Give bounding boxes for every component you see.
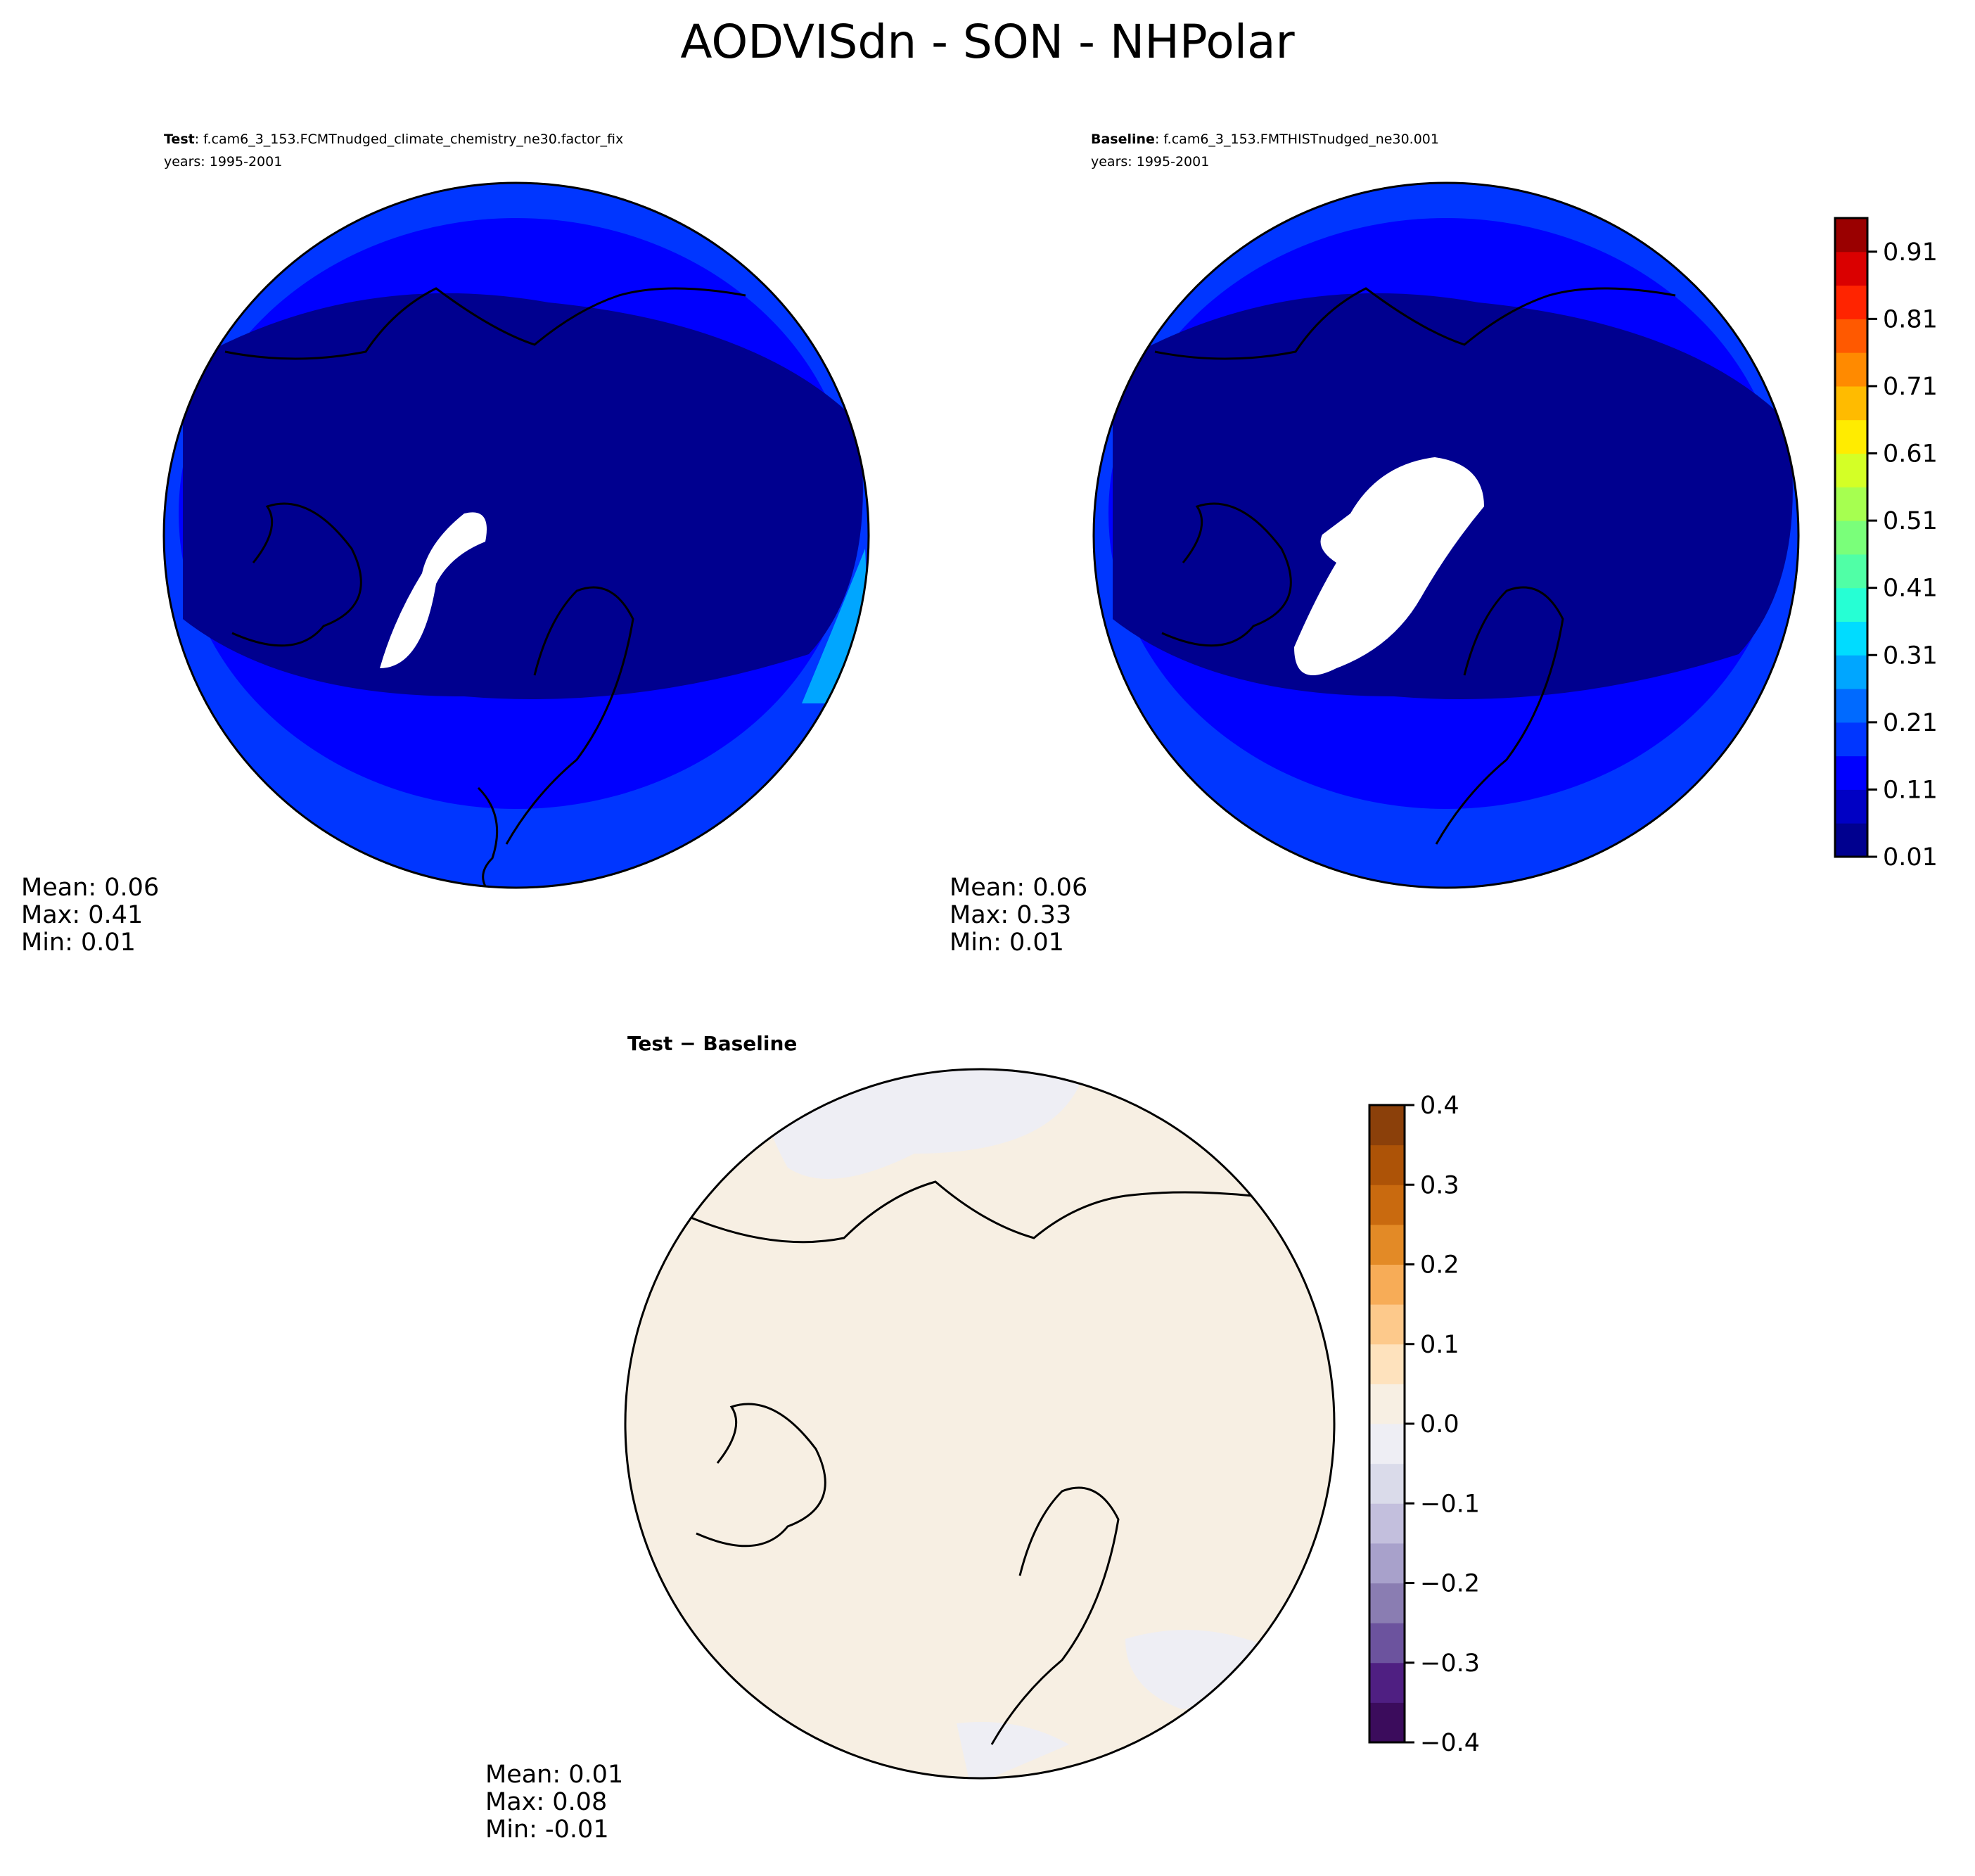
coastlines [1154,287,1676,845]
colorbar-bin [1835,554,1867,589]
colorbar-tick-label: −0.4 [1420,1729,1480,1757]
colorbar-bin [1369,1702,1405,1743]
baseline-label-bold: Baseline [1091,132,1155,147]
colorbar-bin [1835,689,1867,723]
map-field-low [183,293,863,699]
colorbar-tick-label: −0.1 [1420,1490,1480,1518]
test-label: Test: f.cam6_3_153.FCMTnudged_climate_ch… [164,132,623,147]
colorbar-tick-label: 0.31 [1883,642,1938,670]
map-boundary [1092,181,1800,889]
difference-panel: Test − Baseline Mean: 0.01 Max: 0.08 Min… [485,1032,1336,1844]
colorbar-tick-label: −0.3 [1420,1650,1480,1678]
colorbar-tick-label: 0.71 [1883,373,1938,401]
colorbar-bin [1835,453,1867,487]
colorbar-tick-label: 0.11 [1883,776,1938,804]
colorbar-tick-label: 0.1 [1420,1331,1459,1359]
baseline-panel: Baseline: f.cam6_3_153.FMTHISTnudged_ne3… [950,132,1800,957]
map-field-negative [957,1630,1266,1778]
test-panel: Test: f.cam6_3_153.FCMTnudged_climate_ch… [21,132,870,957]
colorbar-tick-label: −0.2 [1420,1570,1480,1598]
colorbar-tick-label: 0.2 [1420,1251,1459,1280]
colorbar-bin [1369,1583,1405,1623]
colorbar-tick-label: 0.81 [1883,305,1938,333]
colorbar-bin [1369,1384,1405,1424]
figure-title: AODVISdn - SON - NHPolar [680,15,1295,69]
difference-min: Min: -0.01 [485,1816,609,1844]
test-years: years: 1995-2001 [164,154,282,170]
colorbar-tick-label: 0.01 [1883,843,1938,872]
test-max: Max: 0.41 [21,901,143,929]
coastlines [689,1180,1253,1745]
colorbar-tick-label: 0.41 [1883,575,1938,603]
colorbar-bin [1835,352,1867,387]
baseline-label-case: : f.cam6_3_153.FMTHISTnudged_ne30.001 [1155,132,1439,147]
test-mean: Mean: 0.06 [21,874,159,902]
colorbar-bin [1835,521,1867,555]
colorbar-difference: −0.4 −0.3 −0.2 −0.1 0.0 0.1 0.2 0.3 0.4 [1368,1092,1480,1757]
colorbar-bin [1835,587,1867,622]
colorbar-bin [1835,655,1867,689]
difference-mean: Mean: 0.01 [485,1761,623,1789]
test-min: Min: 0.01 [21,929,136,957]
baseline-label: Baseline: f.cam6_3_153.FMTHISTnudged_ne3… [1091,132,1439,147]
difference-title: Test − Baseline [627,1032,797,1055]
colorbar-tick-label: 0.51 [1883,507,1938,535]
colorbar-tick-label: 0.4 [1420,1092,1459,1120]
colorbar-bin [1369,1185,1405,1225]
colorbar-bin [1835,419,1867,454]
colorbar-bin [1835,755,1867,790]
colorbar-bin [1369,1543,1405,1583]
test-label-case: : f.cam6_3_153.FCMTnudged_climate_chemis… [195,132,624,147]
baseline-min: Min: 0.01 [950,929,1064,957]
test-label-bold: Test [164,132,195,147]
colorbar-bin [1369,1424,1405,1465]
colorbar-bin [1369,1264,1405,1305]
colorbar-bin [1369,1503,1405,1544]
colorbar-frame [1834,217,1869,858]
test-map [164,183,869,888]
coastlines [224,287,746,887]
colorbar-tick-label: 0.0 [1420,1410,1459,1438]
colorbar-bin [1835,621,1867,656]
map-field-base [625,1069,1334,1778]
baseline-mean: Mean: 0.06 [950,874,1087,902]
colorbar-tick-label: 0.91 [1883,238,1938,267]
map-boundary [162,181,870,889]
colorbar-bin [1835,789,1867,824]
colorbar-tick-label: 0.3 [1420,1171,1459,1199]
colorbar-bin [1369,1662,1405,1703]
colorbar-bin [1835,823,1867,857]
colorbar-bin [1835,285,1867,319]
colorbar-bin [1369,1623,1405,1664]
difference-map [625,1069,1334,1778]
colorbar-bin [1369,1304,1405,1345]
baseline-years: years: 1995-2001 [1091,154,1209,170]
colorbar-bin [1835,251,1867,286]
baseline-map [1094,183,1798,888]
colorbar-bin [1835,218,1867,253]
baseline-max: Max: 0.33 [950,901,1071,929]
map-boundary [624,1068,1336,1780]
colorbar-bin [1835,319,1867,353]
colorbar-bin [1369,1463,1405,1504]
colorbar-tick-label: 0.61 [1883,440,1938,468]
colorbar-bin [1835,385,1867,421]
colorbar-tick-label: 0.21 [1883,709,1938,737]
colorbar-bin [1369,1105,1405,1146]
colorbar-bin [1369,1224,1405,1265]
colorbar-aod: 0.01 0.11 0.21 0.31 0.41 0.51 0.61 0.71 0.81 0.91 [1834,217,1938,872]
missing-data-region [1294,457,1484,675]
colorbar-bin [1835,487,1867,521]
difference-max: Max: 0.08 [485,1788,607,1816]
missing-data-region [380,512,487,668]
colorbar-bin [1369,1344,1405,1384]
colorbar-bin [1835,722,1867,757]
colorbar-bin [1369,1144,1405,1185]
